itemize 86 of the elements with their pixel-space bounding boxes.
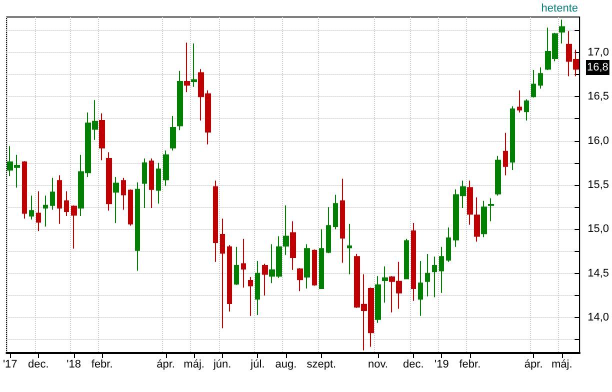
candlestick [297,268,303,292]
candlestick [312,249,317,286]
x-tick-label: aug. [275,358,297,370]
candlestick [467,180,473,226]
x-tick-label: dec. [28,358,49,370]
y-tick-label: 15,5 [588,179,610,191]
candlestick [474,196,480,242]
candlestick [128,188,133,226]
x-tick-label: máj. [184,358,204,370]
candlestick [425,253,430,297]
candlestick [234,246,239,286]
candlestick [149,158,154,208]
candlestick [29,195,34,220]
candlestick [326,206,331,254]
candlestick [22,160,27,220]
x-tick-label: ápr. [156,358,175,370]
x-tick-label: febr. [459,358,481,370]
candlestick [248,276,253,316]
candlestick [163,150,169,186]
x-tick-label: nov. [368,358,388,370]
candlestick [99,112,105,161]
candlestick [57,174,62,224]
candlestick [71,204,77,250]
y-tick-label: 14,5 [588,267,610,280]
x-tick-label: jún. [212,358,232,370]
candlestick [559,19,565,44]
candlestick [411,222,416,302]
candlestick [404,238,409,280]
y-tick-label: 15,0 [588,223,610,236]
text: 16,8 [587,62,608,74]
x-tick-label: febr. [91,358,113,370]
candlestick [50,177,55,210]
candlestick [262,263,268,296]
candlestick [43,195,48,228]
text: hetente [541,2,578,14]
candlestick [304,244,310,289]
candlestick [333,194,338,230]
candlestick [503,132,508,176]
candlestick [517,90,522,113]
candlestick [177,70,183,131]
candlestick [170,116,176,152]
y-tick-label: 14,0 [588,312,610,324]
candlestick [290,220,296,270]
candlestick [418,260,423,316]
y-tick-label: 16,0 [588,134,610,147]
candlestick [241,238,246,288]
candlestick [36,190,41,232]
x-tick-label: júl. [250,358,265,370]
candlestick [213,180,218,262]
candlestick [481,200,487,238]
candlestick [531,70,536,98]
candlestick [191,43,197,88]
x-tick-label: máj. [552,358,572,370]
candlestick [446,226,451,262]
candlestick [495,155,501,196]
candlestick [340,178,345,264]
candlestick [220,218,225,329]
candlestick [538,66,543,90]
candlestick [255,260,260,316]
candlestick [347,223,352,275]
x-tick-label: '19 [434,358,449,370]
candlestick [375,276,381,324]
candlestick [121,177,126,210]
x-tick-label: '17 [2,358,18,370]
candlestick [283,204,289,256]
x-tick-label: ápr. [524,358,543,370]
candlestick [382,266,388,304]
candlestick [106,152,112,212]
candlestick [227,244,232,312]
x-tick-label: dec. [402,358,424,370]
candlestick [432,256,437,298]
candlestick [113,176,119,224]
candlestick [319,228,324,289]
candlestick [184,42,190,93]
candlestick [510,106,515,170]
candlestick [135,182,140,272]
y-tick-label: 16,5 [588,90,610,103]
candlestick [488,198,494,222]
candlestick [524,98,529,121]
x-tick-label: szept. [306,358,336,370]
candlestick [64,190,69,216]
x-tick-label: '18 [66,358,81,370]
candlestick [439,246,444,294]
candlestick [156,162,161,204]
y-tick-label: 17,0 [588,46,610,58]
candlestick [142,158,147,208]
